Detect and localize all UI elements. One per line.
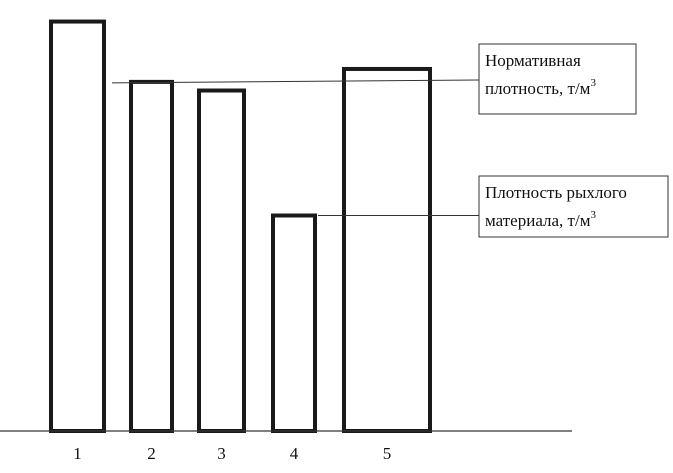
bar-4: [271, 213, 317, 433]
callout-leader-1: [111, 79, 480, 84]
x-tick-label-5: 5: [383, 444, 392, 463]
callout-text-line2-2: материала, т/м3: [485, 209, 596, 230]
callout-box-2: [478, 175, 669, 238]
bar-3: [197, 88, 246, 433]
callout-text-line1-2: Плотность рыхлого: [485, 183, 627, 202]
x-tick-label-4: 4: [290, 444, 299, 463]
x-tick-label-2: 2: [147, 444, 156, 463]
bar-1: [49, 19, 106, 434]
callouts-group: Нормативная плотность, т/м3 Плотность рыхл…: [111, 43, 669, 238]
callout-text-line2-1: плотность, т/м3: [485, 77, 596, 98]
x-tick-label-1: 1: [73, 444, 82, 463]
x-tick-label-3: 3: [217, 444, 226, 463]
bar-2: [129, 79, 174, 433]
callout-box-1: [478, 43, 637, 115]
callout-text-line1-1: Нормативная: [485, 51, 581, 70]
bars-group: [49, 19, 432, 434]
x-tick-labels: 1 2 3 4 5: [73, 444, 391, 463]
bar-5: [342, 66, 432, 434]
